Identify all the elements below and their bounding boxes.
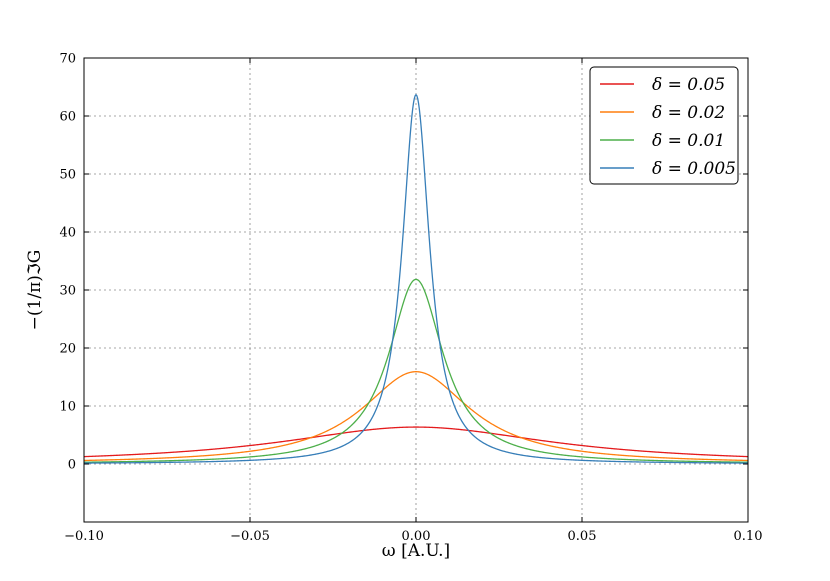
x-axis-label: ω [A.U.]: [382, 541, 450, 561]
axis-ticks: −0.10 −0.05 0.00 0.05 0.10 0 10 20 30 40 50 60 70: [59, 52, 762, 545]
x-tick-label: −0.10: [64, 529, 104, 544]
legend-label: δ = 0.02: [652, 103, 725, 123]
y-tick-label: 70: [59, 52, 76, 67]
y-tick-label: 40: [59, 226, 76, 241]
y-tick-label: 60: [59, 110, 76, 125]
x-axis-title: ω [A.U.]: [382, 541, 450, 561]
y-tick-label: 10: [59, 400, 76, 415]
x-tick-label: 0.00: [402, 529, 431, 544]
y-tick-label: 30: [59, 284, 76, 299]
series-line: [83, 371, 749, 462]
legend-label: δ = 0.05: [652, 75, 725, 95]
series-line: [83, 93, 749, 464]
y-axis-title: −(1/π)ℑG: [25, 250, 45, 331]
legend-label: δ = 0.005: [652, 159, 736, 179]
legend-label: δ = 0.01: [652, 131, 725, 151]
series-line: [83, 278, 749, 463]
x-tick-label: −0.05: [230, 529, 270, 544]
legend: δ = 0.05 δ = 0.02 δ = 0.01 δ = 0.005: [589, 66, 739, 185]
x-tick-label: 0.10: [734, 529, 763, 544]
y-axis-label: −(1/π)ℑG: [25, 250, 45, 331]
y-tick-label: 50: [59, 168, 76, 183]
y-tick-label: 20: [59, 342, 76, 357]
series-curves: [83, 93, 749, 464]
y-tick-label: 0: [68, 458, 76, 473]
legend-box: [589, 66, 739, 185]
x-tick-label: 0.05: [568, 529, 597, 544]
series-line: [83, 426, 749, 458]
